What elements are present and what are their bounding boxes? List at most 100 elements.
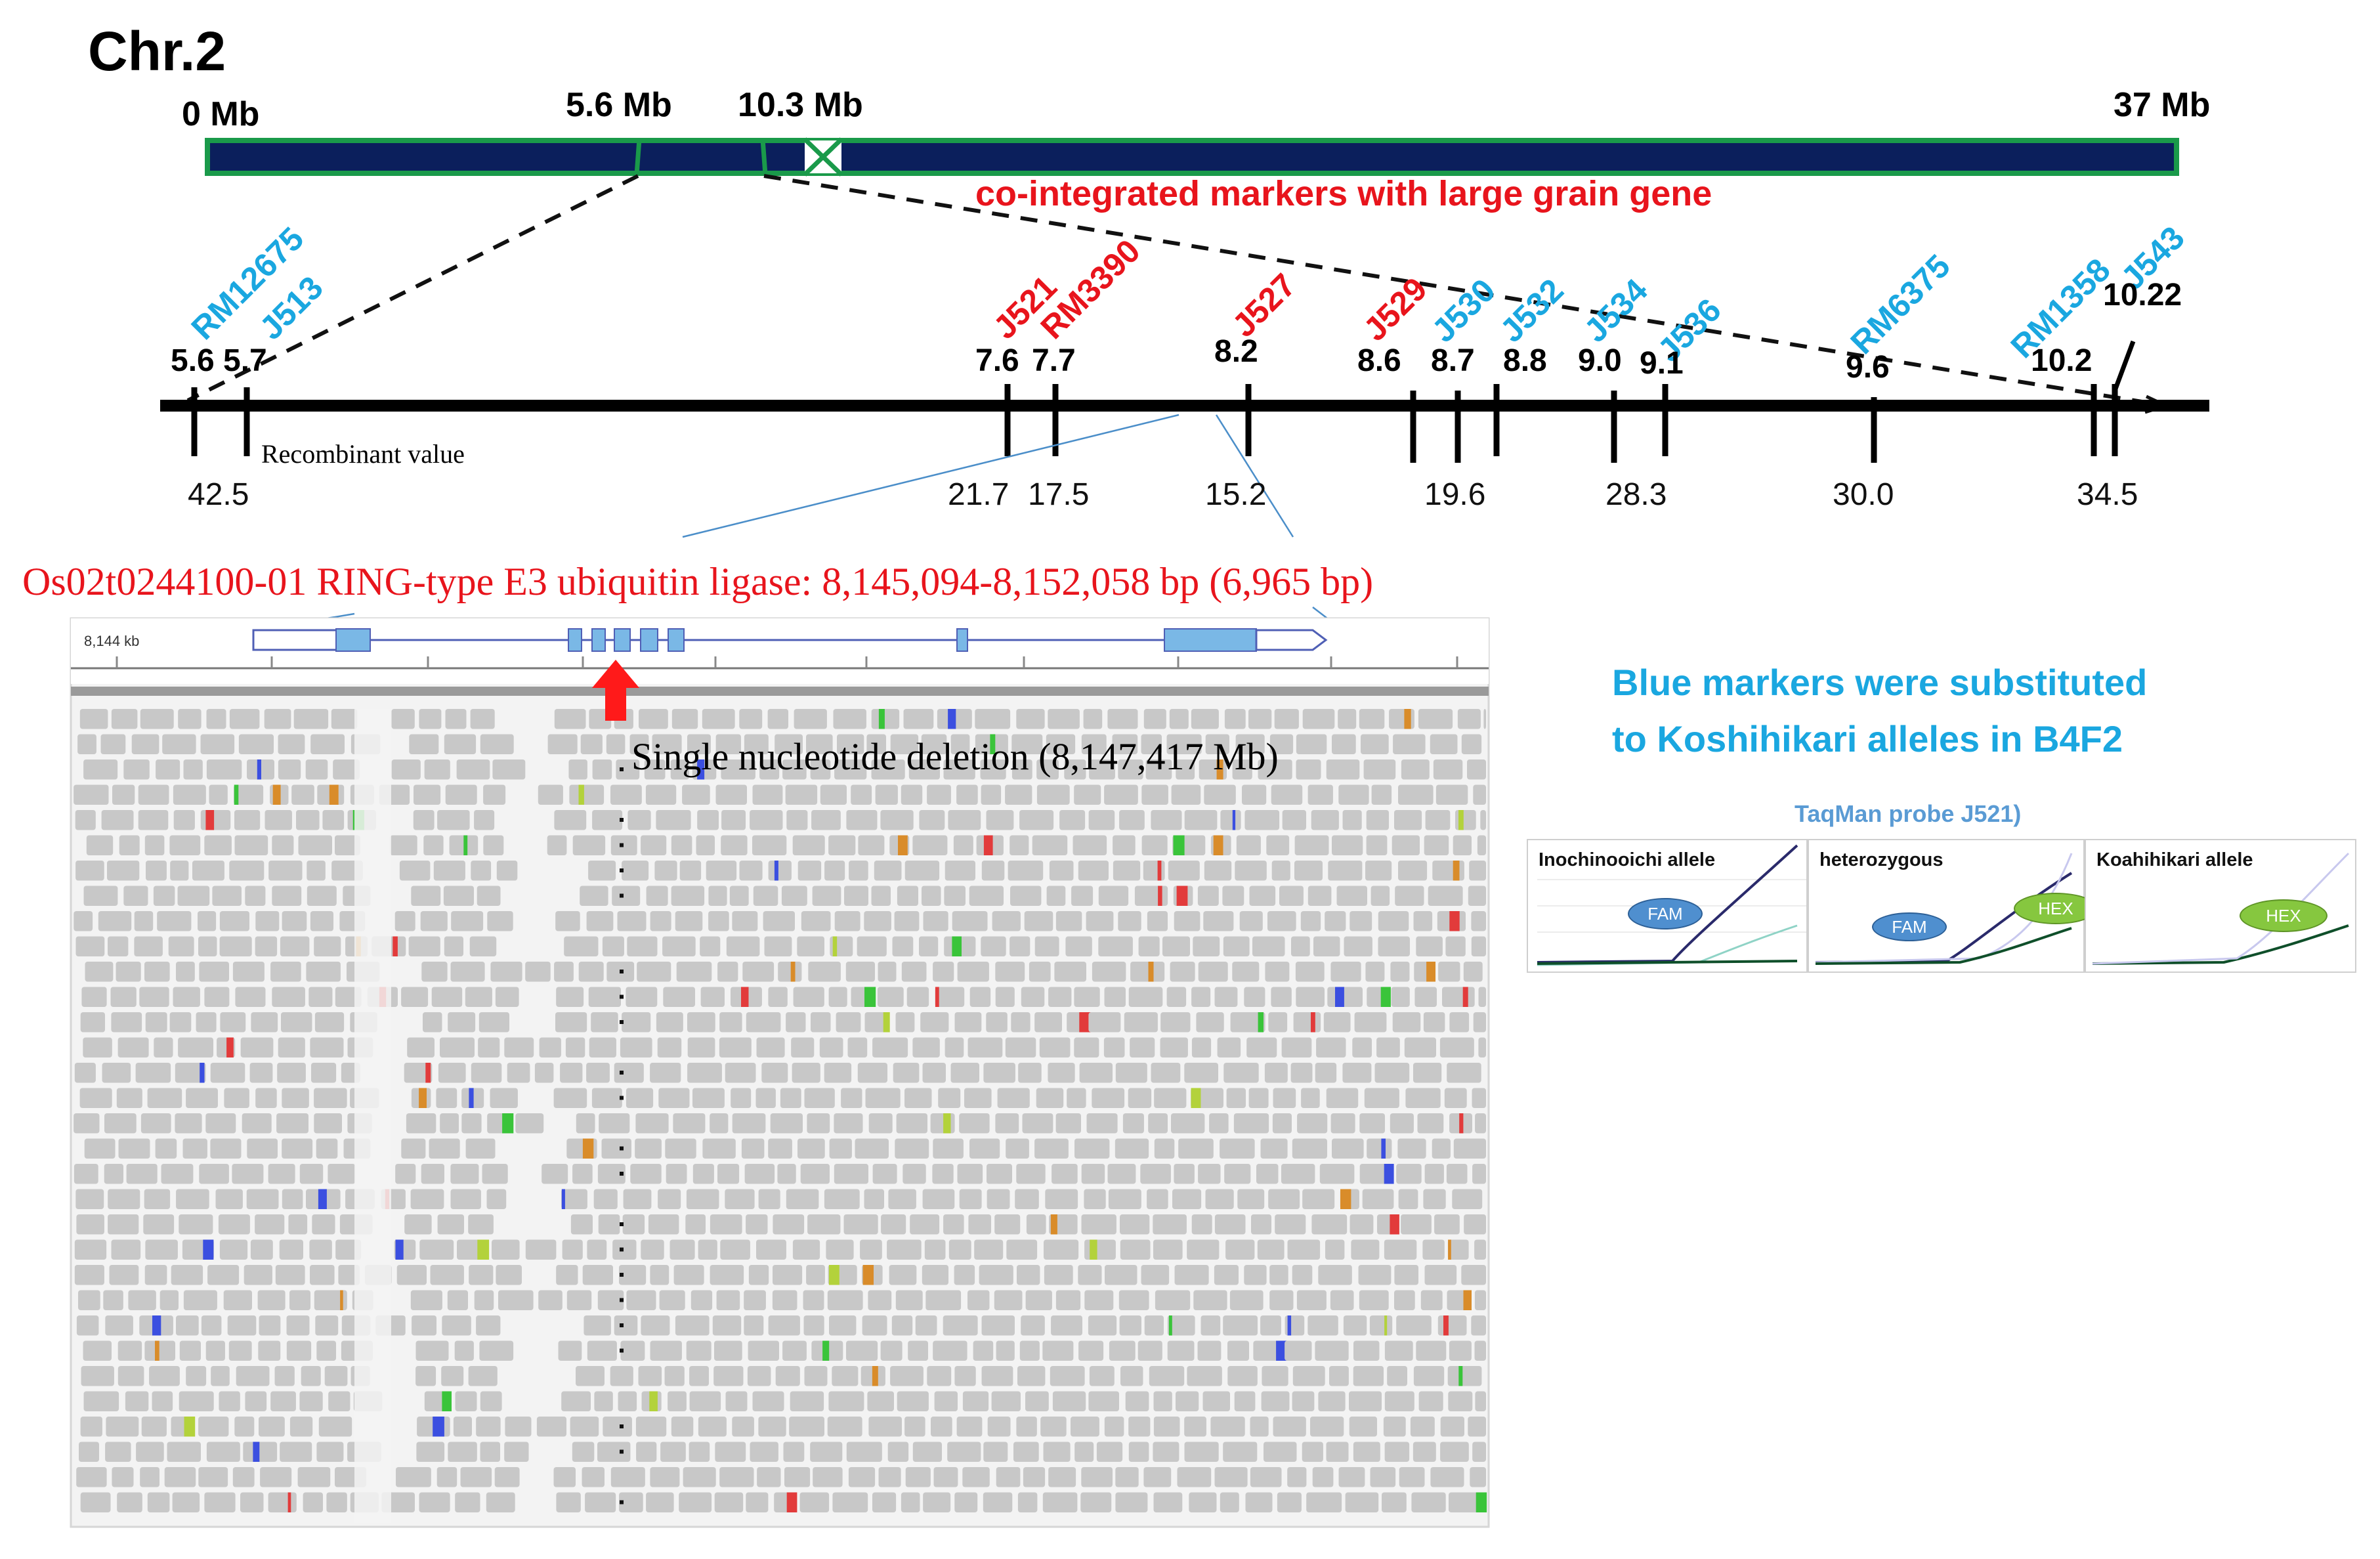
read bbox=[1122, 1113, 1144, 1134]
read bbox=[1036, 1088, 1064, 1108]
read bbox=[708, 911, 729, 931]
read bbox=[310, 734, 345, 754]
read bbox=[637, 962, 671, 982]
read bbox=[1364, 1088, 1399, 1108]
deletion-mark bbox=[620, 1020, 624, 1024]
read bbox=[172, 1492, 200, 1512]
read bbox=[240, 1492, 264, 1512]
read bbox=[206, 709, 226, 729]
read bbox=[908, 1340, 928, 1361]
read bbox=[731, 1088, 752, 1108]
read bbox=[646, 1492, 674, 1512]
deletion-mark bbox=[620, 1323, 624, 1327]
read bbox=[1223, 1442, 1258, 1462]
read bbox=[1081, 1164, 1105, 1184]
read bbox=[171, 1265, 203, 1285]
deletion-mark bbox=[620, 1172, 624, 1176]
read bbox=[671, 835, 692, 855]
read bbox=[797, 1138, 825, 1159]
mismatch bbox=[477, 1239, 490, 1260]
read bbox=[1222, 886, 1244, 906]
read bbox=[572, 835, 606, 855]
read bbox=[981, 936, 1006, 956]
read bbox=[846, 1340, 878, 1361]
read bbox=[995, 962, 1025, 982]
read bbox=[76, 1315, 99, 1336]
read bbox=[1293, 1012, 1321, 1033]
read bbox=[756, 1239, 786, 1260]
read bbox=[131, 734, 159, 754]
read bbox=[536, 1417, 566, 1437]
read bbox=[1349, 1214, 1374, 1235]
read bbox=[85, 962, 114, 982]
mismatch bbox=[395, 1239, 404, 1260]
read bbox=[987, 1164, 1012, 1184]
read bbox=[168, 936, 194, 956]
read bbox=[272, 835, 294, 855]
read bbox=[243, 1442, 278, 1462]
read bbox=[1006, 1138, 1029, 1159]
read bbox=[1115, 1063, 1147, 1083]
read bbox=[635, 1113, 669, 1134]
read bbox=[983, 1442, 1008, 1462]
read bbox=[314, 1088, 347, 1108]
read bbox=[490, 962, 522, 982]
recombinant-value: 17.5 bbox=[1028, 477, 1090, 512]
read bbox=[423, 1012, 442, 1033]
read bbox=[895, 1290, 923, 1310]
read bbox=[206, 759, 242, 780]
mismatch bbox=[943, 1113, 951, 1134]
read bbox=[586, 911, 614, 931]
read bbox=[147, 1492, 170, 1512]
chr-label-0: 0 Mb bbox=[182, 95, 260, 133]
read bbox=[1050, 1366, 1085, 1386]
read bbox=[641, 1239, 664, 1260]
read bbox=[952, 911, 988, 931]
read bbox=[238, 734, 274, 754]
read bbox=[476, 1315, 501, 1336]
read bbox=[588, 861, 616, 881]
read bbox=[1009, 835, 1029, 855]
read bbox=[980, 759, 1006, 780]
read bbox=[1250, 1417, 1269, 1437]
read bbox=[200, 810, 231, 830]
read bbox=[872, 1492, 897, 1512]
read bbox=[162, 734, 196, 754]
read bbox=[1086, 1113, 1118, 1134]
read bbox=[922, 1063, 946, 1083]
deletion-mark bbox=[620, 868, 624, 872]
read bbox=[1227, 1366, 1258, 1386]
read bbox=[582, 1265, 613, 1285]
read bbox=[983, 1492, 1013, 1512]
read bbox=[750, 1442, 778, 1462]
read bbox=[421, 1164, 444, 1184]
read bbox=[804, 1366, 828, 1386]
read bbox=[210, 1063, 245, 1083]
read bbox=[1220, 1492, 1239, 1512]
read bbox=[111, 1012, 142, 1033]
read bbox=[1311, 810, 1339, 830]
read bbox=[480, 734, 514, 754]
read bbox=[1005, 1037, 1036, 1057]
read bbox=[1244, 1265, 1267, 1285]
mismatch bbox=[741, 987, 749, 1007]
read bbox=[1151, 1063, 1181, 1083]
read bbox=[922, 886, 941, 906]
read bbox=[725, 1063, 756, 1083]
read bbox=[875, 784, 898, 805]
read bbox=[578, 962, 604, 982]
read bbox=[601, 1138, 631, 1159]
read bbox=[307, 861, 326, 881]
read bbox=[587, 1239, 607, 1260]
read bbox=[303, 1492, 323, 1512]
read bbox=[901, 1492, 920, 1512]
read bbox=[1271, 861, 1290, 881]
read bbox=[1328, 861, 1363, 881]
read bbox=[419, 1239, 454, 1260]
read bbox=[679, 861, 702, 881]
read bbox=[744, 1290, 766, 1310]
read bbox=[1043, 1442, 1071, 1462]
read bbox=[784, 1467, 811, 1487]
chromosome-bar bbox=[205, 138, 2179, 176]
